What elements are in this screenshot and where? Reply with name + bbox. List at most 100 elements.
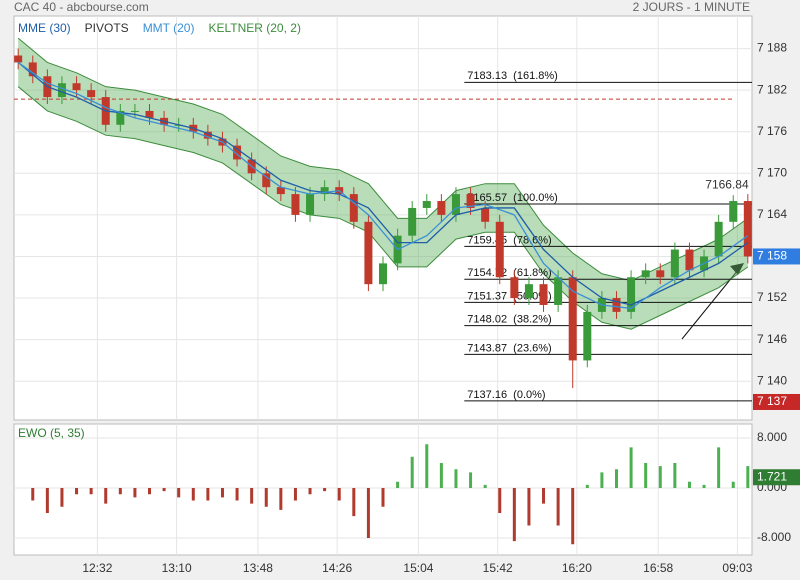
candle-body bbox=[743, 201, 752, 257]
ewo-bar bbox=[527, 488, 531, 526]
ewo-bar bbox=[425, 444, 429, 488]
keltner-band bbox=[18, 38, 748, 330]
legend-item: MME (30) bbox=[18, 21, 71, 35]
candle-body bbox=[583, 311, 592, 361]
candle-body bbox=[729, 201, 738, 222]
main-panel bbox=[13, 15, 753, 421]
price-badge bbox=[753, 393, 800, 410]
ewo-bar bbox=[629, 447, 633, 488]
ewo-bar bbox=[571, 488, 575, 545]
ewo-bar bbox=[337, 488, 341, 501]
ma-line bbox=[17, 61, 749, 310]
ewo-bar bbox=[746, 466, 750, 488]
candle-body bbox=[306, 194, 315, 215]
candle-body bbox=[72, 83, 81, 91]
ewo-bar bbox=[206, 488, 210, 501]
price-badge bbox=[753, 248, 800, 265]
ewo-bar bbox=[323, 488, 327, 492]
candle-body bbox=[14, 55, 23, 63]
ma-line bbox=[17, 61, 749, 306]
y-tick-label: 8.000 bbox=[757, 430, 787, 444]
ewo-bar bbox=[396, 481, 400, 488]
ewo-bar bbox=[264, 488, 268, 507]
ewo-bar bbox=[191, 488, 195, 501]
ewo-bar bbox=[279, 488, 283, 510]
candle-body bbox=[641, 270, 650, 278]
arrow-head bbox=[730, 263, 744, 275]
y-tick-label: -8.000 bbox=[757, 530, 791, 544]
y-tick-label: 7 170 bbox=[757, 165, 787, 179]
candle-body bbox=[233, 145, 242, 160]
arrow-line bbox=[681, 269, 739, 340]
candle-body bbox=[451, 194, 460, 215]
value-badge bbox=[753, 469, 800, 486]
candle-body bbox=[437, 201, 446, 215]
legend-item: MMT (20) bbox=[143, 21, 195, 35]
candle-body bbox=[510, 277, 519, 299]
ewo-bar bbox=[308, 488, 312, 495]
y-tick-label: 7 152 bbox=[757, 290, 787, 304]
candle-body bbox=[612, 298, 621, 312]
candle-body bbox=[466, 194, 475, 208]
panel-title: EWO (5, 35) bbox=[18, 426, 85, 440]
candle-body bbox=[524, 284, 533, 299]
x-tick-label: 16:20 bbox=[562, 561, 592, 575]
candle-body bbox=[554, 277, 563, 305]
candle-body bbox=[568, 277, 577, 361]
candle-body bbox=[627, 277, 636, 312]
fib-label: 7154.72 (61.8%) bbox=[467, 267, 551, 279]
x-tick-label: 09:03 bbox=[722, 561, 752, 575]
candle-body bbox=[422, 201, 431, 208]
candle-body bbox=[539, 284, 548, 305]
ewo-bar bbox=[352, 488, 356, 517]
ewo-bar bbox=[89, 488, 93, 495]
candle-body bbox=[714, 221, 723, 257]
header-period: 2 JOURS - 1 MINUTE bbox=[633, 0, 750, 14]
y-tick-label: 7 146 bbox=[757, 332, 787, 346]
header-title: CAC 40 - abcbourse.com bbox=[14, 0, 149, 14]
ewo-bar bbox=[177, 488, 181, 498]
ewo-bar bbox=[585, 484, 589, 488]
candle-body bbox=[364, 221, 373, 285]
x-tick-label: 14:26 bbox=[322, 561, 352, 575]
ewo-bar bbox=[118, 488, 122, 495]
candle-body bbox=[291, 194, 300, 215]
fib-label: 7151.37 (50.0%) bbox=[467, 290, 551, 302]
y-tick-label: 7 182 bbox=[757, 82, 787, 96]
candle-body bbox=[28, 62, 37, 77]
y-tick-label: 7 188 bbox=[757, 41, 787, 55]
candle-body bbox=[145, 110, 154, 118]
ewo-bar bbox=[220, 488, 224, 498]
price-badge-label: 7 137 bbox=[757, 394, 787, 408]
value-badge-label: 1.721 bbox=[757, 469, 787, 483]
keltner-lower bbox=[17, 86, 749, 330]
candle-body bbox=[495, 221, 504, 278]
fib-label: 7148.02 (38.2%) bbox=[467, 314, 551, 326]
ewo-bar bbox=[104, 488, 108, 504]
ewo-bar bbox=[75, 488, 79, 495]
ewo-bar bbox=[731, 481, 735, 488]
candle-body bbox=[276, 187, 285, 195]
x-tick-label: 15:04 bbox=[403, 561, 433, 575]
ewo-bar bbox=[658, 466, 662, 488]
candle-body bbox=[203, 131, 212, 139]
x-tick-label: 12:32 bbox=[82, 561, 112, 575]
x-tick-label: 13:10 bbox=[162, 561, 192, 575]
ewo-bar bbox=[702, 484, 706, 488]
candle-body bbox=[349, 194, 358, 222]
ewo-bar bbox=[60, 488, 64, 507]
ewo-bar bbox=[469, 472, 473, 488]
fib-label: 7143.87 (23.6%) bbox=[467, 342, 551, 354]
ewo-bar bbox=[687, 481, 691, 488]
ewo-bar bbox=[148, 488, 152, 495]
candle-body bbox=[685, 249, 694, 271]
annotation: 7166.84 bbox=[705, 177, 749, 191]
ewo-bar bbox=[45, 488, 49, 513]
ewo-bar bbox=[439, 463, 443, 488]
candle-body bbox=[116, 110, 125, 125]
fib-label: 7137.16 (0.0%) bbox=[467, 389, 545, 401]
candle-body bbox=[408, 207, 417, 236]
ewo-bar bbox=[410, 456, 414, 488]
